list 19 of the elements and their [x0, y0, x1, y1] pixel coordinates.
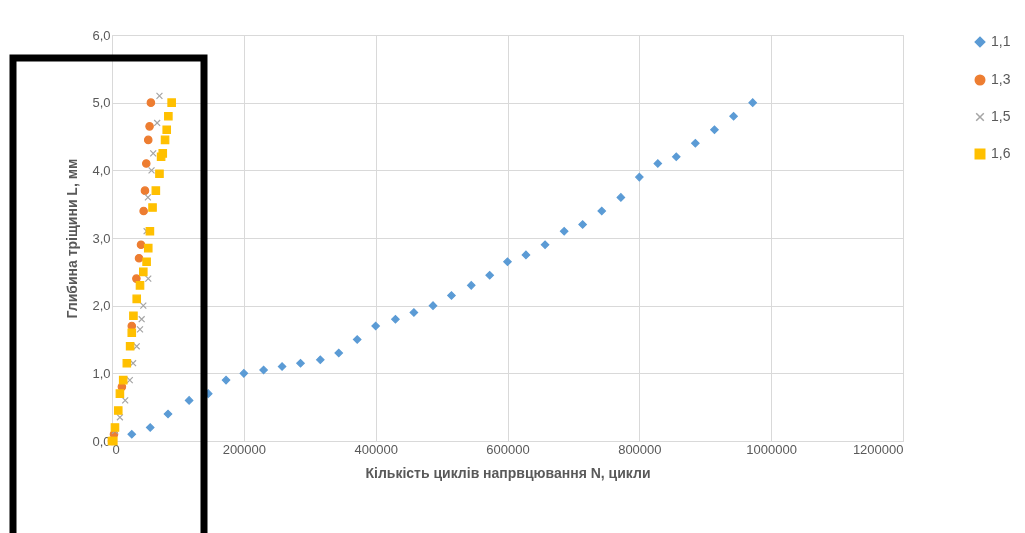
legend-label: 1,6: [991, 145, 1011, 161]
x-tick-label: 800000: [618, 441, 662, 457]
x-tick-label: 200000: [222, 441, 267, 457]
legend-label: 1,3: [991, 71, 1011, 87]
y-tick-label: 3,0: [92, 230, 111, 246]
y-tick-label: 1,0: [92, 365, 111, 381]
x-tick-label: 0: [112, 441, 120, 457]
legend-label: 1,5: [991, 108, 1011, 124]
y-tick-label: 4,0: [92, 162, 111, 178]
y-tick-label: 6,0: [92, 27, 111, 43]
legend-label: 1,1: [991, 33, 1011, 49]
y-tick-label: 2,0: [92, 298, 111, 314]
y-tick-label: 5,0: [92, 95, 111, 111]
x-tick-label: 1200000: [852, 441, 904, 457]
x-axis-title: Кількість циклів напрвцювання N, цикли: [365, 464, 651, 481]
x-tick-label: 600000: [486, 441, 530, 457]
x-tick-label: 1000000: [746, 441, 797, 457]
y-axis-title: Глибина тріщини L, мм: [64, 158, 81, 319]
x-tick-label: 400000: [354, 441, 398, 457]
